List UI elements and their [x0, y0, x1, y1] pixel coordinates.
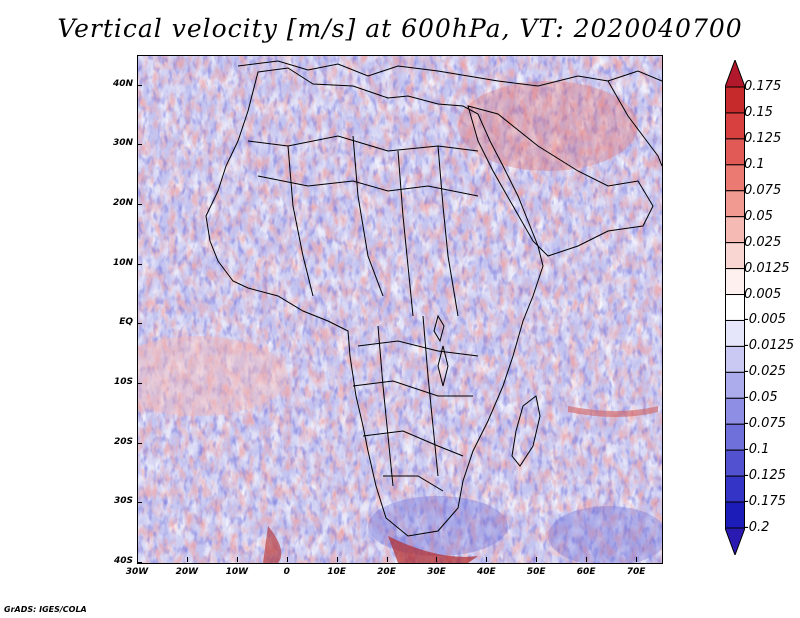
lat-tick-label: 40N	[112, 78, 133, 89]
colorbar-label: 0.125	[744, 130, 782, 146]
region-tint	[458, 81, 638, 171]
lat-tick-label: 10S	[113, 377, 133, 388]
lat-tick	[137, 204, 142, 206]
lat-tick	[137, 84, 142, 86]
lon-tick-label: 30E	[427, 567, 446, 577]
colorbar-bin	[725, 216, 745, 244]
lat-tick-label: EQ	[119, 317, 133, 328]
colorbar-min-arrow	[725, 527, 745, 555]
colorbar-bin	[725, 475, 745, 503]
lat-tick	[137, 144, 142, 146]
colorbar-label: 0.025	[744, 234, 782, 250]
colorbar-label: 0.0125	[744, 260, 790, 276]
colorbar-label: -0.05	[744, 390, 778, 406]
lon-tick-label: 70E	[626, 567, 646, 577]
lat-tick	[137, 502, 142, 504]
colorbar-bin	[725, 449, 745, 477]
colorbar-label: 0.005	[744, 286, 782, 302]
vertical-velocity-field	[138, 56, 662, 563]
lat-tick-label: 10N	[112, 257, 133, 268]
lon-tick-label: 10W	[225, 567, 249, 577]
colorbar-bin	[725, 501, 745, 529]
lon-tick	[137, 557, 138, 562]
lon-tick	[236, 557, 238, 562]
colorbar-label: -0.175	[744, 494, 786, 510]
lat-tick	[137, 562, 142, 563]
colorbar-label: -0.025	[744, 364, 786, 380]
lon-tick	[386, 557, 388, 562]
lon-tick-label: 20E	[377, 567, 396, 577]
lon-tick-label: 30W	[125, 567, 149, 577]
colorbar-bin	[725, 112, 745, 140]
lon-tick-label: 0	[283, 567, 290, 577]
lon-tick	[536, 557, 538, 562]
lon-tick	[186, 557, 188, 562]
lat-tick-label: 30S	[113, 496, 133, 507]
lon-tick	[636, 557, 638, 562]
colorbar-max-arrow	[725, 60, 745, 88]
colorbar-label: -0.005	[744, 312, 786, 328]
lat-tick	[137, 442, 142, 444]
lon-tick	[336, 557, 338, 562]
map-panel	[137, 55, 663, 564]
colorbar-label: 0.1	[744, 156, 765, 172]
strong-ascent-band	[263, 526, 282, 563]
colorbar-bin	[725, 86, 745, 114]
colorbar-bin	[725, 294, 745, 321]
colorbar-label: -0.125	[744, 468, 786, 484]
map-title: Vertical velocity [m/s] at 600hPa, VT: 2…	[57, 14, 743, 43]
lon-tick-label: 20W	[175, 567, 199, 577]
region-tint	[548, 506, 662, 563]
lat-tick	[137, 263, 142, 265]
strong-ascent-band	[388, 536, 478, 563]
lon-tick	[286, 557, 288, 562]
colorbar-bin	[725, 268, 745, 296]
coastline-layer	[205, 60, 662, 537]
colorbar-label: -0.0125	[744, 338, 795, 354]
colorbar-bin	[725, 164, 745, 192]
colorbar-label: 0.05	[744, 208, 773, 224]
lon-tick	[436, 557, 438, 562]
colorbar-bin	[725, 190, 745, 218]
colorbar-bin	[725, 138, 745, 166]
colorbar-bin	[725, 345, 745, 373]
lon-tick-label: 50E	[526, 567, 546, 577]
colorbar-label: -0.2	[744, 520, 770, 535]
colorbar-label: -0.1	[744, 442, 770, 458]
lon-tick-label: 40E	[476, 567, 496, 577]
lon-tick-label: 10E	[327, 567, 346, 577]
lat-tick	[137, 323, 142, 325]
colorbar-bin	[725, 397, 745, 425]
lat-tick-label: 40S	[113, 556, 133, 566]
lon-tick-label: 60E	[576, 567, 596, 577]
colorbar-label: 0.15	[744, 104, 773, 120]
colorbar-bin	[725, 319, 745, 347]
lat-tick-label: 30N	[112, 138, 133, 149]
lat-tick	[137, 383, 142, 385]
footer-credit: GrADS: IGES/COLA	[4, 605, 87, 614]
region-tint	[138, 336, 288, 416]
region-tint	[368, 496, 508, 556]
lon-tick	[586, 557, 588, 562]
lat-tick-label: 20S	[113, 436, 133, 447]
colorbar-bin	[725, 242, 745, 270]
colorbar-label: 0.075	[744, 182, 782, 198]
colorbar-bin	[725, 423, 745, 451]
colorbar-bin	[725, 371, 745, 399]
colorbar-label: 0.175	[744, 79, 782, 94]
colorbar	[725, 60, 745, 555]
ascent-streak	[568, 406, 658, 417]
lon-tick	[486, 557, 488, 562]
field-downward-texture	[138, 56, 662, 563]
lat-tick-label: 20N	[112, 198, 133, 209]
colorbar-label: -0.075	[744, 416, 786, 432]
